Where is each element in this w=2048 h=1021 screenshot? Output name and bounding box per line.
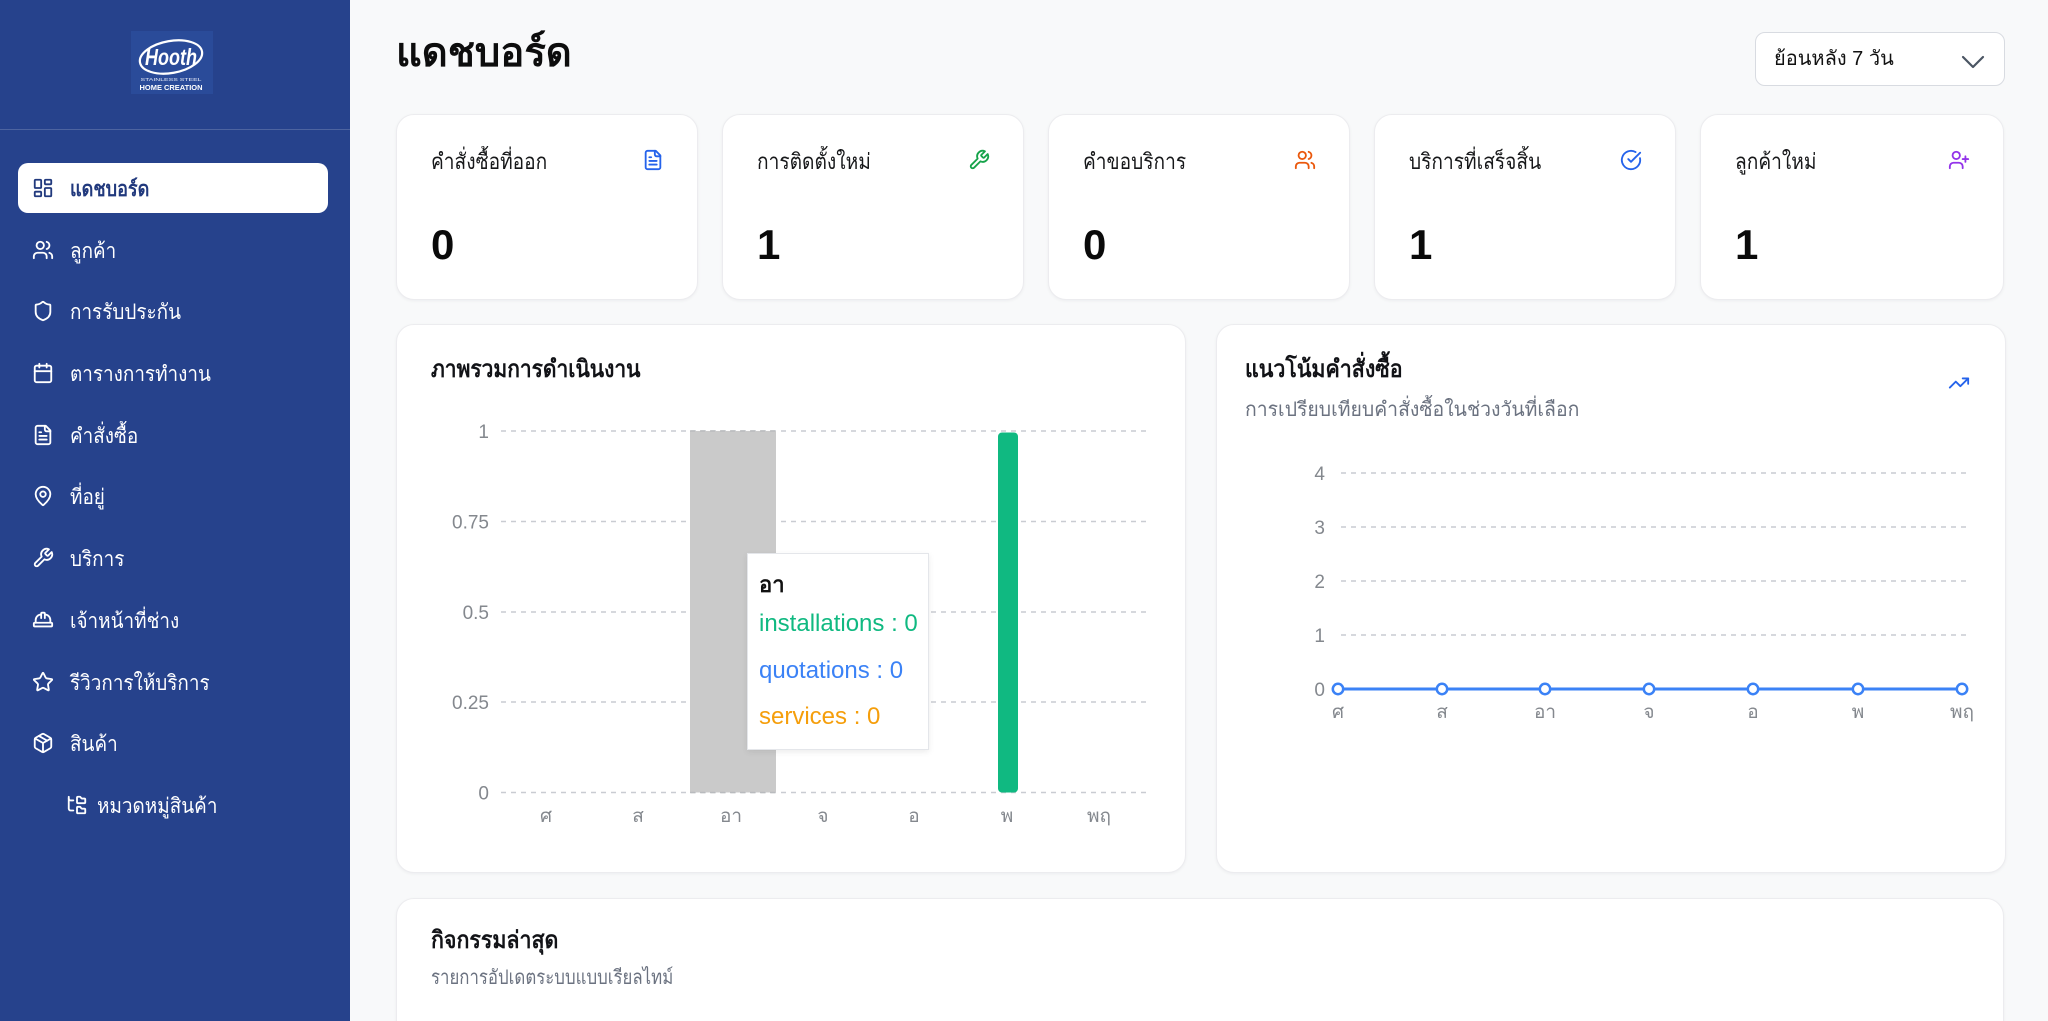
svg-text:4: 4 <box>1314 464 1325 485</box>
svg-text:อา: อา <box>1534 702 1556 723</box>
svg-text:จ: จ <box>817 806 828 827</box>
svg-text:อา: อา <box>720 806 742 827</box>
svg-text:จ: จ <box>1643 702 1654 723</box>
svg-text:0: 0 <box>478 784 489 805</box>
svg-text:2: 2 <box>1314 572 1325 593</box>
svg-text:พฤ: พฤ <box>1950 702 1974 723</box>
svg-text:ศ: ศ <box>540 806 552 827</box>
svg-text:ส: ส <box>632 806 644 827</box>
svg-text:HOME CREATION: HOME CREATION <box>140 83 203 92</box>
svg-text:พฤ: พฤ <box>1087 806 1111 827</box>
svg-text:0.5: 0.5 <box>463 603 489 624</box>
svg-text:0.75: 0.75 <box>452 513 489 534</box>
svg-text:1: 1 <box>1314 626 1325 647</box>
svg-text:อ: อ <box>1747 702 1758 723</box>
svg-text:3: 3 <box>1314 518 1325 539</box>
svg-text:ศ: ศ <box>1332 702 1344 723</box>
svg-text:1: 1 <box>478 422 489 443</box>
svg-text:Hooth: Hooth <box>145 44 197 70</box>
svg-text:พ: พ <box>1852 702 1865 723</box>
svg-text:อ: อ <box>908 806 919 827</box>
svg-text:ส: ส <box>1436 702 1448 723</box>
svg-text:STAINLESS STEEL: STAINLESS STEEL <box>141 77 202 83</box>
svg-text:0: 0 <box>1314 680 1325 701</box>
svg-text:0.25: 0.25 <box>452 693 489 714</box>
svg-text:พ: พ <box>1001 806 1014 827</box>
